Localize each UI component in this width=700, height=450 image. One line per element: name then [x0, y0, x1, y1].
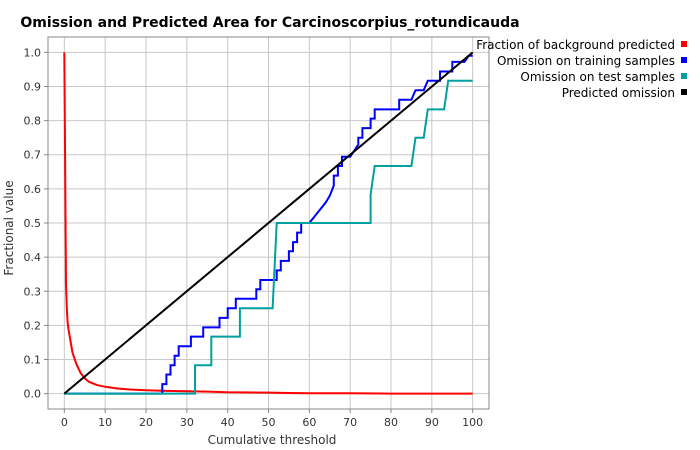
- y-axis-label: Fractional value: [2, 180, 16, 275]
- y-tick-label: 0.7: [24, 149, 42, 162]
- legend-training-omission: Omission on training samples: [497, 54, 687, 68]
- legend-label: Omission on test samples: [520, 70, 675, 84]
- grid-lines: [48, 37, 489, 409]
- legend-background-predicted: Fraction of background predicted: [476, 38, 687, 52]
- y-tick-label: 0.4: [24, 251, 42, 264]
- x-tick-label: 80: [384, 416, 398, 429]
- x-tick-label: 90: [425, 416, 439, 429]
- x-tick-label: 70: [343, 416, 357, 429]
- legend-swatch: [681, 73, 687, 79]
- x-tick-label: 60: [302, 416, 316, 429]
- x-tick-label: 100: [462, 416, 483, 429]
- legend-predicted-omission: Predicted omission: [562, 86, 687, 100]
- y-tick-label: 0.5: [24, 217, 42, 230]
- x-axis-label: Cumulative threshold: [208, 433, 337, 447]
- x-tick-label: 10: [98, 416, 112, 429]
- y-tick-label: 0.2: [24, 319, 42, 332]
- x-tick-label: 30: [180, 416, 194, 429]
- y-tick-label: 0.1: [24, 354, 42, 367]
- legend-swatch: [681, 41, 687, 47]
- y-tick-label: 0.6: [24, 183, 42, 196]
- x-tick-label: 50: [262, 416, 276, 429]
- plot-area: [47, 36, 490, 410]
- background-predicted-line: [63, 52, 473, 395]
- series-layer: [63, 51, 474, 395]
- legend-label: Fraction of background predicted: [476, 38, 675, 52]
- y-tick-label: 0.0: [24, 388, 42, 401]
- y-tick-label: 0.3: [24, 285, 42, 298]
- test-omission-line: [64, 79, 473, 395]
- legend-swatch: [681, 89, 687, 95]
- legend-label: Predicted omission: [562, 86, 675, 100]
- y-axis: 0.0 0.1 0.2 0.3 0.4 0.5 0.6 0.7 0.8 0.9 1.0: [24, 46, 48, 401]
- legend-test-omission: Omission on test samples: [520, 70, 687, 84]
- training-omission-line: [64, 54, 473, 395]
- x-tick-label: 40: [221, 416, 235, 429]
- legend-swatch: [681, 57, 687, 63]
- x-tick-label: 20: [139, 416, 153, 429]
- y-tick-label: 0.8: [24, 115, 42, 128]
- x-axis: 0 10 20 30 40 50 60 70 80 90 100: [61, 409, 483, 429]
- legend: Fraction of background predicted Omission…: [476, 38, 687, 100]
- legend-label: Omission on training samples: [497, 54, 675, 68]
- chart-title: Omission and Predicted Area for Carcinos…: [20, 15, 519, 31]
- y-tick-label: 0.9: [24, 80, 42, 93]
- predicted-omission-line: [63, 51, 474, 395]
- x-tick-label: 0: [61, 416, 68, 429]
- y-tick-label: 1.0: [24, 46, 42, 59]
